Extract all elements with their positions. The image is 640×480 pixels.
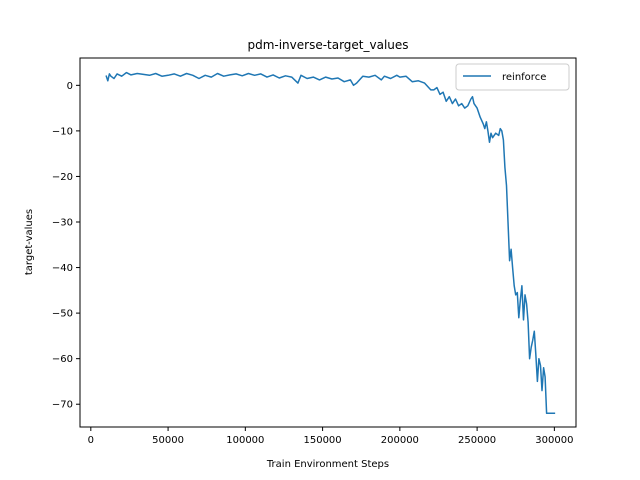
x-axis: 0 50000 100000 150000 200000 250000 300000 (88, 427, 573, 446)
chart-title: pdm-inverse-target_values (247, 38, 408, 52)
x-tick-label: 150000 (303, 435, 341, 446)
y-tick-label: −50 (52, 309, 73, 320)
y-tick-label: −30 (52, 218, 73, 229)
y-tick-label: 0 (67, 81, 73, 92)
y-axis-label: target-values (24, 209, 35, 275)
y-tick-label: −20 (52, 172, 73, 183)
x-tick-label: 100000 (226, 435, 264, 446)
x-tick-label: 200000 (381, 435, 419, 446)
legend: reinforce (455, 63, 570, 91)
legend-label-reinforce: reinforce (502, 72, 546, 83)
x-tick-label: 50000 (152, 435, 184, 446)
y-tick-label: −70 (52, 400, 73, 411)
series-line-reinforce (105, 71, 556, 415)
x-axis-label: Train Environment Steps (266, 459, 389, 470)
x-tick-label: 0 (88, 435, 94, 446)
y-tick-label: −10 (52, 126, 73, 137)
y-axis: 0 −10 −20 −30 −40 −50 −60 −70 (52, 81, 80, 411)
axes-frame (79, 57, 577, 428)
y-tick-label: −40 (52, 263, 73, 274)
legend-box (455, 63, 570, 91)
x-tick-label: 250000 (458, 435, 496, 446)
y-tick-label: −60 (52, 354, 73, 365)
plot-area (105, 71, 556, 415)
x-tick-label: 300000 (535, 435, 573, 446)
